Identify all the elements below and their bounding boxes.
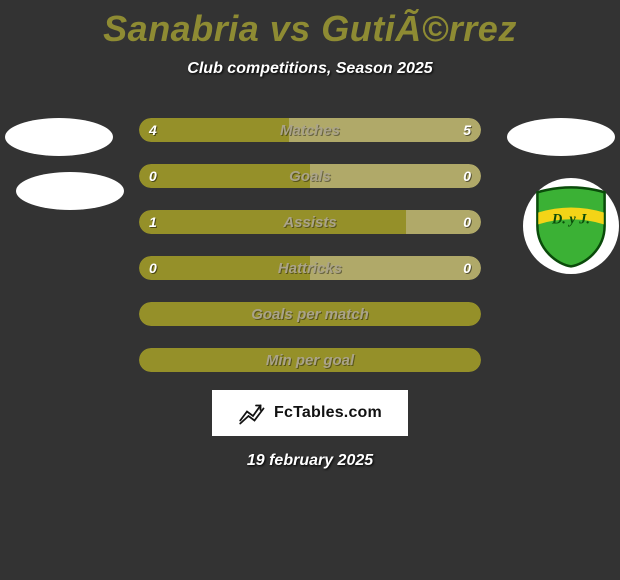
stat-label: Matches (139, 122, 481, 139)
stat-label: Min per goal (139, 352, 481, 369)
player2-badge-top (507, 118, 615, 156)
date: 19 february 2025 (0, 452, 620, 470)
page-title: Sanabria vs GutiÃ©rrez (0, 0, 620, 50)
branding[interactable]: FcTables.com (212, 390, 408, 436)
player1-badge-top (5, 118, 113, 156)
team-logo: D. y J. (523, 178, 619, 274)
stat-row: Goals0 0 (139, 164, 481, 188)
stat-value-left: 0 (149, 260, 157, 276)
stat-value-right: 5 (463, 122, 471, 138)
branding-icon (238, 401, 268, 425)
stat-row: Assists1 0 (139, 210, 481, 234)
stat-value-right: 0 (463, 260, 471, 276)
stat-row: Goals per match (139, 302, 481, 326)
stat-row: Hattricks0 0 (139, 256, 481, 280)
stat-value-right: 0 (463, 168, 471, 184)
stat-value-left: 4 (149, 122, 157, 138)
stat-row: Min per goal (139, 348, 481, 372)
stat-value-right: 0 (463, 214, 471, 230)
svg-text:D. y J.: D. y J. (551, 211, 590, 227)
branding-text: FcTables.com (274, 404, 382, 422)
stat-label: Assists (139, 214, 481, 231)
stat-row: Matches4 5 (139, 118, 481, 142)
subtitle: Club competitions, Season 2025 (0, 60, 620, 78)
stat-label: Goals per match (139, 306, 481, 323)
stat-label: Goals (139, 168, 481, 185)
player1-badge-bottom (16, 172, 124, 210)
stat-label: Hattricks (139, 260, 481, 277)
stat-value-left: 0 (149, 168, 157, 184)
stat-value-left: 1 (149, 214, 157, 230)
